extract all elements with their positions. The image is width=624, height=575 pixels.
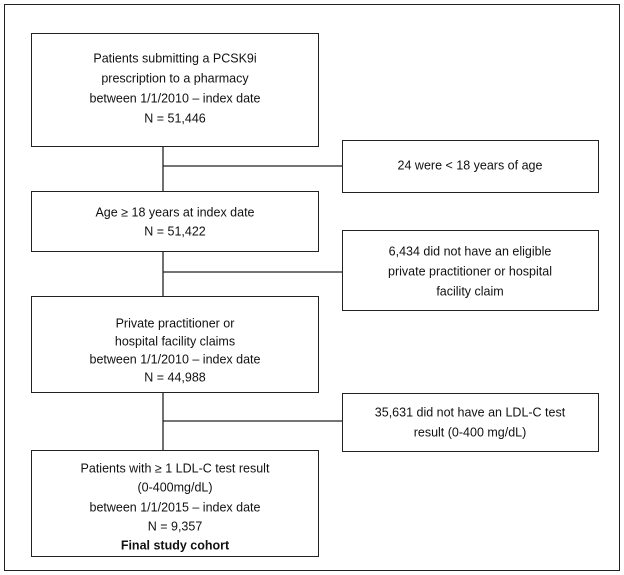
exclusion-text: 24 were < 18 years of age [398,158,543,172]
exclusion-box [342,393,599,452]
exclusion-box [342,230,599,311]
box-text: hospital facility claims [115,334,235,348]
main-box [31,450,319,557]
exclusion-text: 35,631 did not have an LDL-C test [375,405,566,419]
box-text: Age ≥ 18 years at index date [95,205,254,219]
box-text: N = 44,988 [144,370,206,384]
box-text: Final study cohort [121,538,230,552]
exclusion-box [342,140,599,193]
exclusion-text: result (0-400 mg/dL) [414,425,527,439]
box-text: N = 51,446 [144,111,206,125]
box-text: Patients submitting a PCSK9i [93,51,256,65]
box-text: N = 9,357 [148,519,203,533]
main-box [31,296,319,393]
box-text: between 1/1/2010 – index date [90,91,261,105]
box-text: prescription to a pharmacy [101,71,249,85]
box-text: Patients with ≥ 1 LDL-C test result [81,461,270,475]
main-box [31,191,319,252]
box-text: between 1/1/2010 – index date [90,352,261,366]
box-text: (0-400mg/dL) [137,480,212,494]
exclusion-text: 6,434 did not have an eligible [389,244,552,258]
box-text: Private practitioner or [116,316,235,330]
box-text: between 1/1/2015 – index date [90,500,261,514]
exclusion-text: private practitioner or hospital [388,264,552,278]
main-box [31,33,319,147]
exclusion-text: facility claim [436,284,503,298]
box-text: N = 51,422 [144,224,206,238]
